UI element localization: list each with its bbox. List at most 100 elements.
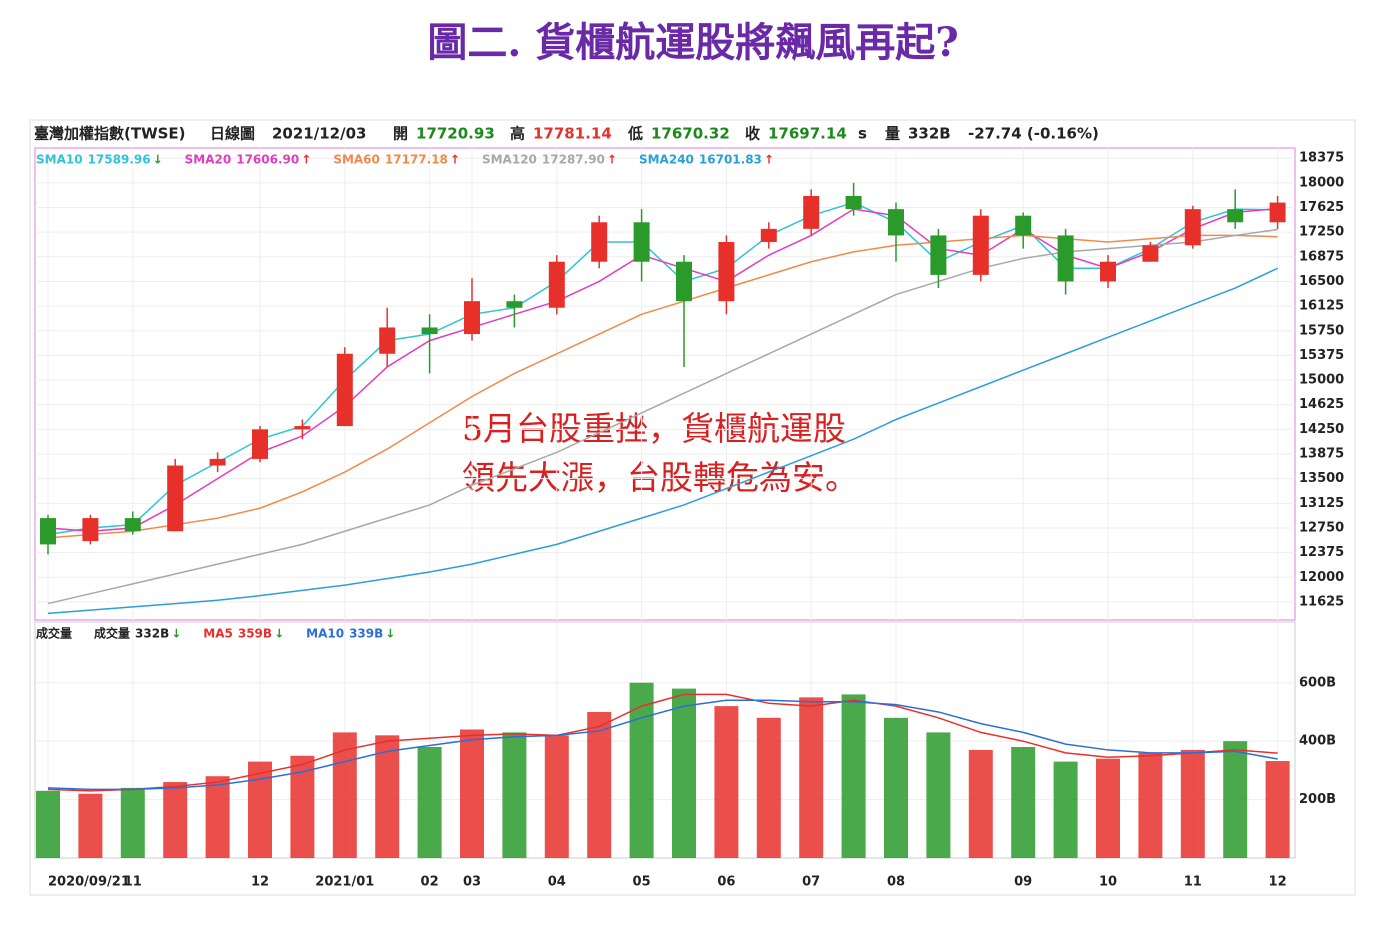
y-tick-label: 16500 bbox=[1299, 274, 1344, 289]
y-tick-label: 14625 bbox=[1299, 397, 1344, 412]
volume-bar bbox=[36, 790, 60, 858]
legend-name: SMA60 bbox=[333, 153, 380, 167]
candle-body bbox=[972, 215, 989, 275]
info-low: 17670.32 bbox=[651, 125, 730, 143]
annotation: 領先大漲，台股轉危為安。 bbox=[462, 458, 858, 497]
info-high_label: 高 bbox=[510, 125, 525, 143]
volume-bar bbox=[587, 711, 612, 858]
info-date: 2021/12/03 bbox=[272, 125, 366, 143]
candle-body bbox=[379, 327, 396, 354]
y-tick-label: 12000 bbox=[1299, 570, 1344, 585]
candle-body bbox=[1269, 202, 1286, 223]
candle-body bbox=[464, 301, 480, 335]
y-tick-label: 18375 bbox=[1299, 151, 1344, 166]
volume-bar bbox=[544, 735, 569, 858]
volume-panel bbox=[34, 621, 1296, 859]
y-tick-label: 15000 bbox=[1299, 373, 1344, 388]
x-tick-label: 10 bbox=[1099, 875, 1117, 890]
info-open_label: 開 bbox=[393, 125, 408, 143]
legend-value: 17177.18 bbox=[385, 153, 448, 167]
ma-line bbox=[47, 267, 1278, 615]
x-tick-label: 03 bbox=[463, 875, 481, 890]
info-change: -27.74 (-0.16%) bbox=[968, 125, 1099, 143]
candle-body bbox=[252, 429, 268, 459]
volume-bar bbox=[714, 706, 739, 858]
info-high: 17781.14 bbox=[533, 125, 612, 143]
volume-bar bbox=[1011, 747, 1036, 858]
volume-bar bbox=[248, 761, 272, 858]
legend-arrow: ↑ bbox=[607, 153, 617, 167]
legend-name: SMA240 bbox=[639, 153, 694, 167]
legend-arrow: ↑ bbox=[450, 153, 460, 167]
volume-bar bbox=[968, 749, 993, 858]
volume-bar bbox=[120, 787, 145, 858]
volume-bar bbox=[629, 682, 654, 858]
legend-value: 359B bbox=[238, 627, 272, 641]
x-tick-label: 06 bbox=[717, 875, 735, 890]
x-tick-label: 08 bbox=[887, 875, 905, 890]
volume-bar bbox=[926, 732, 951, 858]
y-tick-label: 16125 bbox=[1299, 299, 1344, 314]
candle-body bbox=[888, 209, 904, 236]
candle-body bbox=[676, 261, 692, 302]
legend-name: MA5 bbox=[203, 627, 233, 641]
y-tick-label: 14250 bbox=[1299, 422, 1344, 437]
candle-body bbox=[124, 518, 141, 532]
legend-arrow: ↑ bbox=[301, 153, 311, 167]
x-tick-label: 11 bbox=[1184, 875, 1202, 890]
volume-bar bbox=[332, 732, 357, 858]
legend-value: 17287.90 bbox=[542, 153, 605, 167]
volume-bar bbox=[460, 729, 484, 858]
y-tick-label: 600B bbox=[1299, 675, 1336, 690]
legend-name: 成交量 bbox=[94, 626, 130, 641]
legend-value: 16701.83 bbox=[699, 153, 762, 167]
volume-bar bbox=[1180, 749, 1205, 858]
candle-body bbox=[209, 458, 226, 466]
volume-bar bbox=[417, 747, 442, 858]
legend-value: 17606.90 bbox=[236, 153, 299, 167]
y-tick-label: 13500 bbox=[1299, 471, 1344, 486]
candle-body bbox=[421, 327, 438, 335]
volume-bar bbox=[1265, 761, 1290, 858]
volume-bar bbox=[1053, 761, 1078, 858]
legend-arrow: ↓ bbox=[274, 627, 284, 641]
y-tick-label: 12375 bbox=[1299, 545, 1344, 560]
candle-body bbox=[1142, 245, 1159, 262]
info-volume: 332B bbox=[908, 125, 951, 143]
volume-bar bbox=[1223, 741, 1248, 858]
candle-body bbox=[1100, 261, 1116, 282]
volume-bar bbox=[163, 782, 188, 858]
volume-bar bbox=[799, 697, 824, 858]
candle-body bbox=[633, 222, 650, 262]
volume-bar bbox=[884, 717, 908, 858]
x-tick-label: 09 bbox=[1014, 875, 1032, 890]
legend-arrow: ↓ bbox=[171, 627, 181, 641]
candle-body bbox=[1184, 209, 1201, 246]
info-close_label: 收 bbox=[745, 125, 760, 143]
x-tick-label: 12 bbox=[251, 875, 269, 890]
candle-body bbox=[40, 518, 56, 545]
candle-body bbox=[167, 465, 184, 532]
volume-label: 成交量 bbox=[36, 626, 72, 641]
y-tick-label: 200B bbox=[1299, 792, 1336, 807]
candle-body bbox=[548, 261, 565, 308]
volume-bar bbox=[502, 732, 527, 858]
y-tick-label: 17625 bbox=[1299, 200, 1344, 215]
legend-value: 339B bbox=[349, 627, 383, 641]
y-tick-label: 11625 bbox=[1299, 594, 1344, 609]
annotation: 5月台股重挫，貨櫃航運股 bbox=[462, 409, 846, 448]
y-tick-label: 12750 bbox=[1299, 520, 1344, 535]
candle-body bbox=[336, 353, 353, 427]
info-close: 17697.14 bbox=[768, 125, 847, 143]
legend-arrow: ↑ bbox=[764, 153, 774, 167]
y-tick-label: 13875 bbox=[1299, 447, 1344, 462]
x-tick-label: 05 bbox=[633, 875, 651, 890]
y-tick-label: 18000 bbox=[1299, 175, 1344, 190]
candle-body bbox=[1227, 209, 1244, 223]
legend-name: MA10 bbox=[306, 627, 344, 641]
volume-bar bbox=[375, 735, 400, 858]
legend-value: 332B bbox=[135, 627, 169, 641]
legend-name: SMA10 bbox=[36, 153, 83, 167]
legend-value: 17589.96 bbox=[88, 153, 151, 167]
